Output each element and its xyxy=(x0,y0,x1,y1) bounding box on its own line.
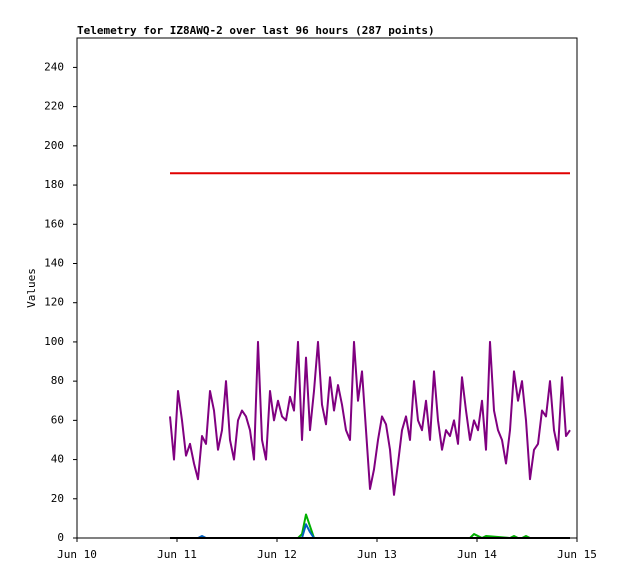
y-tick-label: 220 xyxy=(44,100,64,113)
x-tick-label: Jun 10 xyxy=(57,548,97,561)
series-line xyxy=(170,523,570,539)
x-tick-label: Jun 11 xyxy=(157,548,197,561)
chart-title: Telemetry for IZ8AWQ-2 over last 96 hour… xyxy=(77,24,435,37)
y-tick-label: 200 xyxy=(44,139,64,152)
series-line xyxy=(170,513,570,539)
y-tick-label: 180 xyxy=(44,178,64,191)
y-tick-label: 140 xyxy=(44,256,64,269)
y-tick-label: 60 xyxy=(51,413,64,426)
y-tick-label: 100 xyxy=(44,335,64,348)
plot-frame xyxy=(76,37,578,539)
x-tick-label: Jun 12 xyxy=(257,548,297,561)
x-tick-label: Jun 15 xyxy=(557,548,597,561)
y-tick-label: 40 xyxy=(51,453,64,466)
series-line xyxy=(169,340,571,496)
y-tick-label: 80 xyxy=(51,374,64,387)
x-tick-label: Jun 14 xyxy=(457,548,497,561)
y-tick-label: 240 xyxy=(44,60,64,73)
x-tick-label: Jun 13 xyxy=(357,548,397,561)
y-axis-title: Values xyxy=(25,268,38,308)
y-tick-label: 120 xyxy=(44,296,64,309)
y-tick-label: 20 xyxy=(51,492,64,505)
y-tick-label: 160 xyxy=(44,217,64,230)
y-tick-label: 0 xyxy=(57,531,64,544)
